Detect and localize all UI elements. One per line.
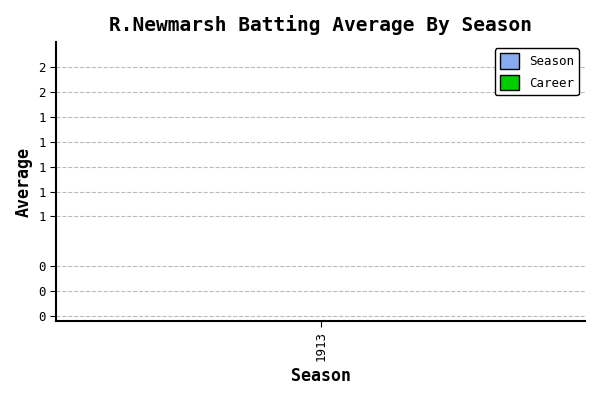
Y-axis label: Average: Average xyxy=(15,146,33,216)
Legend: Season, Career: Season, Career xyxy=(495,48,579,95)
X-axis label: Season: Season xyxy=(291,367,351,385)
Title: R.Newmarsh Batting Average By Season: R.Newmarsh Batting Average By Season xyxy=(109,15,532,35)
